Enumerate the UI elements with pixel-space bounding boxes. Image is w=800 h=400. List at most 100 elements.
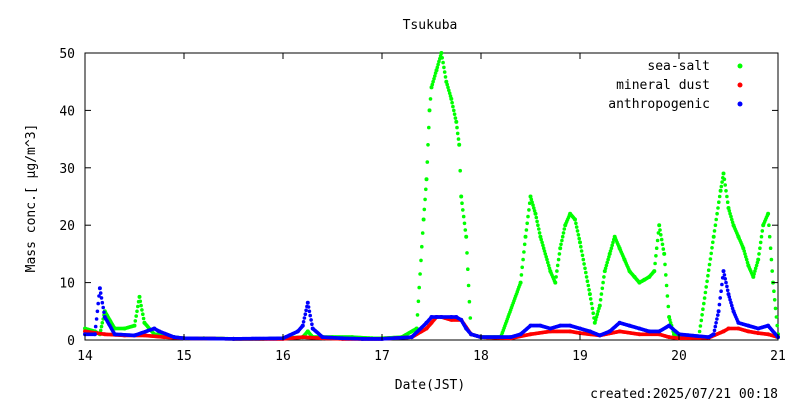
data-point	[741, 246, 746, 251]
data-point	[589, 301, 594, 306]
data-point	[98, 291, 103, 295]
data-point	[310, 322, 314, 327]
data-point	[729, 300, 733, 305]
data-point	[657, 223, 662, 228]
data-point	[452, 108, 456, 113]
data-point	[93, 324, 98, 329]
legend-marker	[737, 63, 743, 69]
data-point	[662, 251, 667, 256]
data-point	[655, 238, 660, 243]
data-point	[667, 315, 672, 319]
data-point	[98, 328, 103, 333]
data-point	[727, 295, 732, 299]
data-point	[659, 237, 664, 242]
data-point	[713, 223, 718, 227]
data-point	[554, 275, 558, 279]
data-point	[457, 142, 462, 147]
data-point	[521, 257, 525, 262]
data-point	[422, 207, 427, 212]
data-point	[444, 79, 449, 84]
data-point	[524, 228, 529, 232]
data-point	[582, 262, 586, 266]
data-point	[728, 298, 732, 302]
data-point	[462, 221, 467, 226]
data-point	[608, 249, 613, 253]
data-point	[722, 177, 727, 182]
data-point	[766, 211, 771, 216]
data-point	[456, 137, 461, 141]
data-point	[719, 289, 723, 294]
x-tick-label: 18	[473, 349, 489, 364]
data-point	[721, 269, 726, 274]
data-point	[454, 119, 459, 124]
data-point	[442, 70, 447, 74]
data-point	[141, 312, 145, 317]
data-point	[716, 309, 721, 314]
data-point	[415, 313, 420, 317]
y-tick-label: 50	[59, 47, 75, 62]
data-point	[710, 246, 714, 250]
data-point	[755, 260, 760, 265]
data-point	[712, 229, 717, 233]
data-point	[301, 320, 306, 324]
data-point	[722, 273, 727, 277]
data-point	[756, 257, 761, 262]
data-point	[534, 215, 539, 220]
data-point	[720, 180, 724, 184]
data-point	[135, 309, 139, 314]
data-point	[699, 318, 704, 323]
data-point	[706, 273, 710, 278]
data-point	[533, 211, 538, 216]
data-point	[723, 277, 727, 281]
data-point	[725, 194, 729, 199]
data-point	[465, 251, 469, 255]
data-point	[758, 246, 762, 250]
data-point	[522, 242, 527, 247]
data-point	[595, 312, 600, 317]
data-point	[459, 194, 464, 199]
data-point	[754, 263, 759, 268]
data-point	[440, 56, 445, 60]
data-point	[668, 318, 672, 322]
data-point	[588, 297, 593, 301]
data-point	[716, 313, 720, 317]
data-point	[99, 324, 104, 329]
data-point	[660, 242, 665, 247]
data-point	[432, 77, 436, 81]
data-point	[560, 238, 564, 243]
data-point	[466, 283, 471, 288]
legend-label: sea-salt	[647, 59, 710, 74]
data-point	[451, 104, 455, 109]
data-point	[421, 217, 426, 222]
data-point	[134, 314, 138, 318]
data-point	[654, 246, 659, 250]
data-point	[604, 263, 609, 268]
data-point	[607, 254, 611, 259]
data-point	[717, 194, 722, 199]
data-point	[665, 294, 670, 298]
data-point	[138, 299, 143, 304]
data-point	[426, 143, 430, 147]
data-point	[96, 301, 100, 306]
data-point	[656, 231, 661, 235]
data-point	[772, 298, 777, 302]
legend-label: mineral dust	[616, 78, 710, 93]
data-point	[744, 257, 749, 262]
data-point	[603, 266, 608, 271]
data-point	[445, 82, 450, 87]
data-point	[593, 318, 598, 322]
data-point	[594, 315, 599, 319]
data-point	[427, 108, 432, 113]
data-point	[97, 286, 102, 291]
x-tick-label: 16	[275, 349, 291, 364]
y-tick-label: 20	[59, 219, 75, 234]
data-point	[434, 68, 439, 73]
data-point	[540, 240, 544, 245]
data-point	[578, 240, 582, 245]
data-point	[723, 183, 727, 187]
data-point	[429, 85, 434, 90]
data-point	[721, 171, 726, 176]
data-point	[306, 305, 311, 309]
data-point	[658, 228, 662, 232]
data-point	[759, 234, 764, 239]
